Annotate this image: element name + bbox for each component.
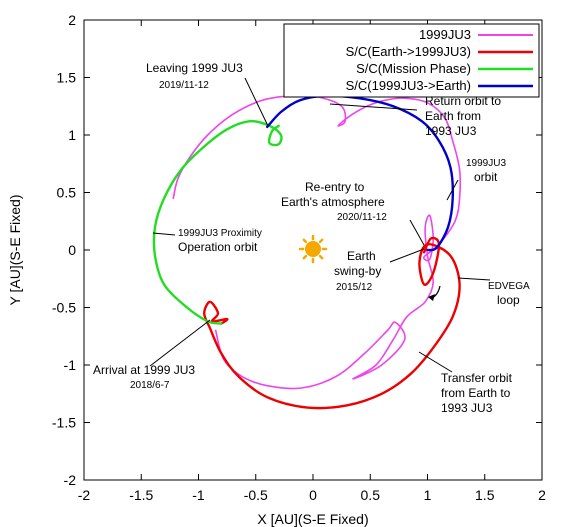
- y-axis-title: Y [AU](S-E Fixed): [7, 195, 23, 306]
- annotation-arrival-date: 2018/6-7: [130, 380, 170, 391]
- annotation-transfer-line3: 1993 JU3: [441, 401, 493, 415]
- x-tick-label: -1.5: [129, 487, 153, 503]
- y-tick-label: 0.5: [57, 185, 77, 201]
- y-tick-label: 1: [68, 127, 76, 143]
- annotation-return-line3: 1993 JU3: [425, 124, 477, 138]
- x-tick-label: 2: [538, 487, 546, 503]
- annotation-reentry-line2: Earth's atmosphere: [281, 195, 385, 209]
- annotation-edvega-line2: loop: [497, 293, 520, 307]
- annotation-edvega-line1: EDVEGA: [488, 281, 530, 292]
- y-tick-label: 2: [68, 12, 76, 28]
- annotation-swingby-line2: swing-by: [334, 264, 381, 278]
- annotation-reentry-line1: Re-entry to: [305, 180, 365, 194]
- legend-label-ju3-to-earth: S/C(1999JU3->Earth): [346, 78, 471, 93]
- y-tick-label: -1: [64, 357, 77, 373]
- x-tick-label: 1.5: [475, 487, 495, 503]
- sun-icon: [298, 234, 328, 264]
- series-line-1999ju3: [172, 94, 462, 390]
- sun-ray: [302, 238, 308, 244]
- series-line-s-c-1999ju3-earth: [266, 94, 455, 252]
- legend-label-mission-phase: S/C(Mission Phase): [356, 61, 471, 76]
- y-tick-label: 0: [68, 242, 76, 258]
- annotation-swingby-line1: Earth: [347, 249, 376, 263]
- annotation-swingby-date: 2015/12: [336, 282, 373, 293]
- edvega-arrowhead: [428, 294, 435, 301]
- x-axis-title: X [AU](S-E Fixed): [257, 511, 368, 527]
- legend-label-earth-to-ju3: S/C(Earth->1999JU3): [346, 44, 471, 59]
- annotation-arrival: Arrival at 1999 JU3: [93, 363, 195, 377]
- annotation-return-line2: Earth from: [425, 109, 481, 123]
- series-line-s-c-earth-1999ju3: [203, 236, 461, 410]
- x-tick-label: -1: [192, 487, 205, 503]
- annotation-ju3orbit-line2: orbit: [474, 170, 498, 184]
- x-tick-label: 0: [309, 487, 317, 503]
- axis-ticks: -2 -1.5 -1 -0.5 0 0.5 1 1.5 2 2 1.5 1 0.5 0 -0.5 -1 -1.5…: [52, 12, 546, 503]
- legend-label-1999ju3: 1999JU3: [419, 27, 471, 42]
- annotation-proximity-line2: Operation orbit: [178, 240, 258, 254]
- sun-ray: [302, 254, 308, 260]
- x-tick-label: 1: [424, 487, 432, 503]
- x-tick-label: -0.5: [244, 487, 268, 503]
- annotation-leaving: Leaving 1999 JU3: [146, 61, 243, 75]
- y-tick-label: -2: [64, 472, 77, 488]
- sun-ray: [318, 254, 324, 260]
- annotation-transfer-line1: Transfer orbit: [441, 371, 513, 385]
- x-tick-label: 0.5: [361, 487, 381, 503]
- annotation-leaving-date: 2019/11-12: [159, 80, 209, 91]
- orbit-series: [152, 94, 462, 410]
- annotation-proximity-line1: 1999JU3 Proximity: [178, 228, 262, 239]
- annotation-ju3orbit-line1: 1999JU3: [466, 158, 506, 169]
- annotation-transfer-line2: from Earth to: [441, 386, 511, 400]
- annotation-leaders: [149, 77, 491, 373]
- y-tick-label: -0.5: [52, 300, 76, 316]
- y-tick-label: -1.5: [52, 415, 76, 431]
- sun-ray: [318, 238, 324, 244]
- legend: 1999JU3 S/C(Earth->1999JU3) S/C(Mission …: [283, 23, 540, 98]
- series-line-s-c-mission-phase: [152, 119, 283, 325]
- annotation-reentry-date: 2020/11-12: [337, 212, 387, 223]
- x-tick-label: -2: [78, 487, 91, 503]
- y-tick-label: 1.5: [57, 70, 77, 86]
